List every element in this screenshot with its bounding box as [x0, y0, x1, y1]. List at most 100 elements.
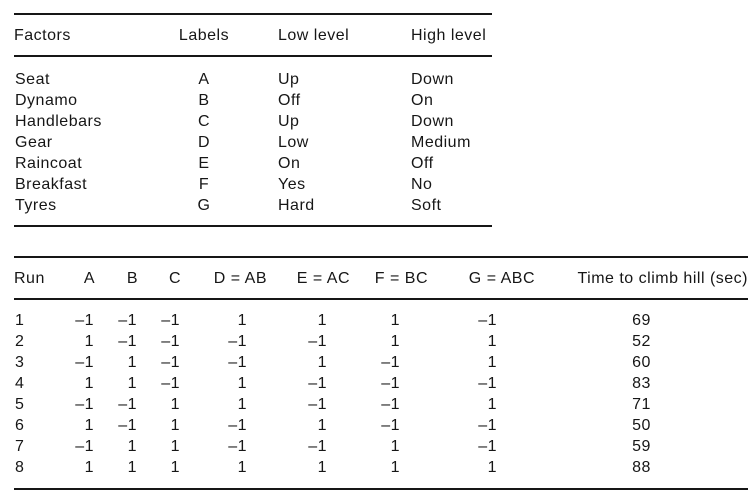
design-cell-r8-c8: 1: [487, 459, 497, 476]
design-cell-r8-c7: 1: [390, 459, 400, 476]
factors-cell-r3-c4: Down: [411, 113, 454, 130]
factors-cell-r5-c2: E: [198, 155, 210, 172]
design-cell-r4-c5: 1: [237, 375, 247, 392]
design-cell-r1-c5: 1: [237, 312, 247, 329]
design-table-body: 1 –1 –1 –1 1 1 1 –1 69 2 1 –1 –1 –1 –1 1 1 52 3 –1 1 –1 –1 1 –1 1…: [14, 299, 748, 489]
design-cell-r6-c9: 50: [632, 417, 651, 434]
design-cell-r2-c7: 1: [390, 333, 400, 350]
design-cell-r4-c4: –1: [161, 375, 180, 392]
design-cell-r4-c3: 1: [127, 375, 137, 392]
design-cell-r3-c2: –1: [75, 354, 94, 371]
design-cell-r2-c1: 2: [15, 333, 25, 350]
design-cell-r7-c6: –1: [308, 438, 327, 455]
design-cell-r5-c5: 1: [237, 396, 247, 413]
design-cell-r3-c3: 1: [127, 354, 137, 371]
design-cell-r2-c5: –1: [228, 333, 247, 350]
table-row: 7 –1 1 1 –1 –1 1 –1 59: [14, 436, 748, 457]
factors-table: Factors Labels Low level High level Seat…: [14, 13, 492, 227]
design-cell-r4-c8: –1: [478, 375, 497, 392]
design-cell-r4-c6: –1: [308, 375, 327, 392]
design-cell-r6-c8: –1: [478, 417, 497, 434]
factors-cell-r3-c3: Up: [278, 113, 300, 130]
factors-cell-r7-c4: Soft: [411, 197, 442, 214]
design-cell-r7-c3: 1: [127, 438, 137, 455]
factors-cell-r2-c2: B: [198, 92, 210, 109]
factors-header-row: Factors Labels Low level High level: [14, 14, 492, 57]
design-cell-r4-c2: 1: [84, 375, 94, 392]
factors-cell-r6-c1: Breakfast: [15, 176, 88, 193]
design-header-g-abc: G = ABC: [428, 257, 535, 300]
factors-cell-r6-c4: No: [411, 176, 433, 193]
factors-table-body: Seat A Up Down Dynamo B Off On Handlebars C Up Down…: [14, 56, 492, 226]
design-cell-r1-c8: –1: [478, 312, 497, 329]
design-cell-r3-c1: 3: [15, 354, 25, 371]
factors-cell-r4-c3: Low: [278, 134, 309, 151]
design-cell-r6-c1: 6: [15, 417, 25, 434]
design-cell-r5-c6: –1: [308, 396, 327, 413]
design-header-time: Time to climb hill (sec): [535, 257, 748, 300]
design-cell-r5-c9: 71: [632, 396, 651, 413]
design-cell-r7-c1: 7: [15, 438, 25, 455]
factors-cell-r6-c2: F: [198, 176, 210, 193]
factors-cell-r7-c3: Hard: [278, 197, 315, 214]
factors-cell-r2-c1: Dynamo: [15, 92, 78, 109]
design-cell-r3-c5: –1: [228, 354, 247, 371]
design-header-run: Run: [14, 257, 54, 300]
table-row: Raincoat E On Off: [14, 153, 492, 174]
design-cell-r4-c7: –1: [381, 375, 400, 392]
table-row: Seat A Up Down: [14, 56, 492, 90]
design-cell-r2-c2: 1: [84, 333, 94, 350]
design-cell-r2-c4: –1: [161, 333, 180, 350]
design-cell-r8-c3: 1: [127, 459, 137, 476]
factors-header-factors: Factors: [14, 14, 164, 57]
design-cell-r6-c3: –1: [118, 417, 137, 434]
design-cell-r1-c1: 1: [15, 312, 25, 329]
design-header-row: Run A B C D = AB E = AC F = BC G = ABC T…: [14, 257, 748, 300]
factors-cell-r7-c1: Tyres: [15, 197, 57, 214]
design-cell-r4-c9: 83: [632, 375, 651, 392]
factors-cell-r7-c2: G: [197, 197, 211, 214]
design-cell-r3-c4: –1: [161, 354, 180, 371]
table-row: 6 1 –1 1 –1 1 –1 –1 50: [14, 415, 748, 436]
factors-header-labels: Labels: [164, 14, 244, 57]
design-cell-r7-c8: –1: [478, 438, 497, 455]
factors-cell-r5-c1: Raincoat: [15, 155, 83, 172]
factors-cell-r2-c3: Off: [278, 92, 301, 109]
table-row: Dynamo B Off On: [14, 90, 492, 111]
design-cell-r5-c2: –1: [75, 396, 94, 413]
design-header-a: A: [54, 257, 95, 300]
design-cell-r8-c9: 88: [632, 459, 651, 476]
design-cell-r2-c6: –1: [308, 333, 327, 350]
design-header-b: B: [95, 257, 138, 300]
design-header-d-ab: D = AB: [181, 257, 267, 300]
factors-cell-r5-c4: Off: [411, 155, 434, 172]
table-row: Handlebars C Up Down: [14, 111, 492, 132]
design-cell-r8-c6: 1: [317, 459, 327, 476]
design-header-c: C: [138, 257, 181, 300]
factors-table-header: Factors Labels Low level High level: [14, 14, 492, 57]
design-cell-r8-c5: 1: [237, 459, 247, 476]
factors-cell-r3-c1: Handlebars: [15, 113, 102, 130]
table-row: Breakfast F Yes No: [14, 174, 492, 195]
design-cell-r6-c7: –1: [381, 417, 400, 434]
factors-cell-r4-c2: D: [197, 134, 211, 151]
factors-cell-r1-c3: Up: [278, 71, 300, 88]
design-cell-r7-c9: 59: [632, 438, 651, 455]
design-cell-r7-c2: –1: [75, 438, 94, 455]
factors-cell-r1-c4: Down: [411, 71, 454, 88]
design-cell-r2-c9: 52: [632, 333, 651, 350]
design-cell-r7-c7: 1: [390, 438, 400, 455]
table-row: Gear D Low Medium: [14, 132, 492, 153]
design-cell-r6-c4: 1: [170, 417, 180, 434]
design-table: Run A B C D = AB E = AC F = BC G = ABC T…: [14, 256, 748, 490]
design-cell-r1-c3: –1: [118, 312, 137, 329]
design-cell-r6-c5: –1: [228, 417, 247, 434]
design-cell-r1-c9: 69: [632, 312, 651, 329]
table-row: 8 1 1 1 1 1 1 1 88: [14, 457, 748, 489]
design-header-e-ac: E = AC: [267, 257, 350, 300]
table-row: Tyres G Hard Soft: [14, 195, 492, 226]
design-cell-r8-c4: 1: [170, 459, 180, 476]
factors-cell-r5-c3: On: [278, 155, 301, 172]
design-table-header: Run A B C D = AB E = AC F = BC G = ABC T…: [14, 257, 748, 300]
